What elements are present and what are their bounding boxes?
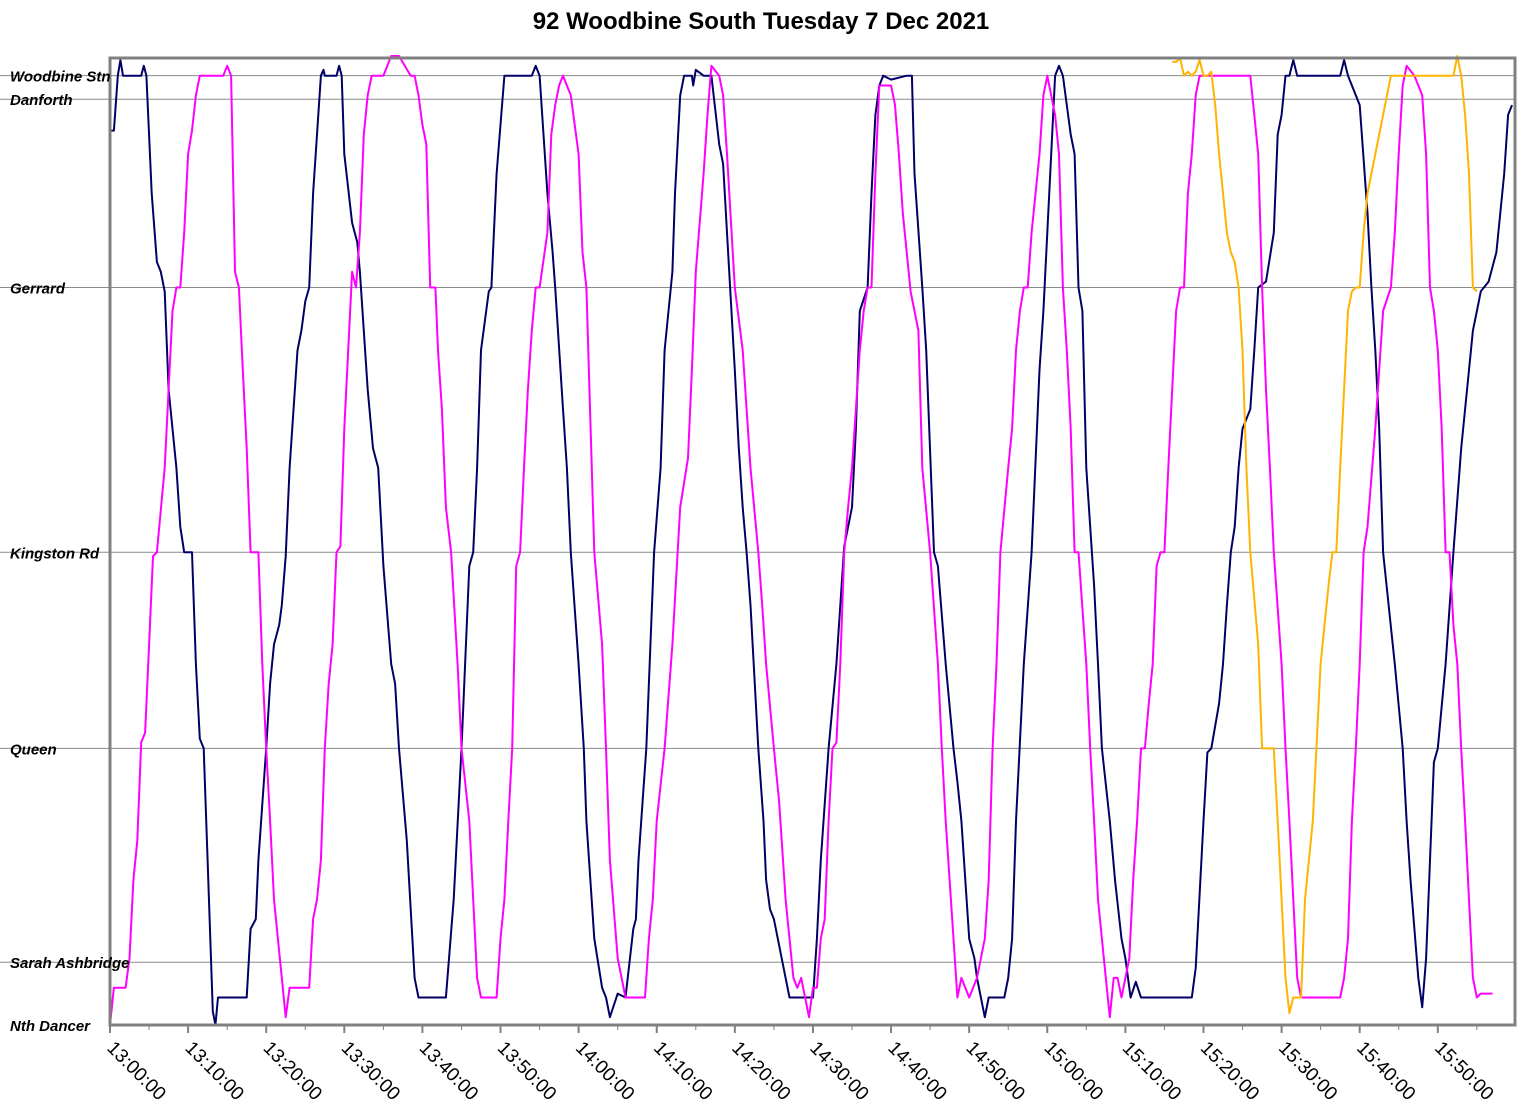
series-line (109, 55, 1493, 1026)
x-tick-label: 14:10:00 (649, 1038, 716, 1105)
stop-label: Queen (10, 741, 57, 758)
x-tick-label: 15:10:00 (1118, 1038, 1185, 1105)
series-line (110, 59, 1513, 1026)
x-tick-label: 15:20:00 (1196, 1038, 1263, 1105)
x-tick-label: 14:50:00 (962, 1038, 1029, 1105)
x-tick-label: 13:20:00 (259, 1038, 326, 1105)
x-tick-label: 15:40:00 (1352, 1038, 1419, 1105)
x-tick-label: 14:40:00 (884, 1038, 951, 1105)
x-axis: 13:00:00 13:10:00 13:20:00 13:30:00 13:40:00… (102, 1025, 1497, 1105)
series-line (1172, 55, 1478, 1015)
chart-title: 92 Woodbine South Tuesday 7 Dec 2021 (532, 8, 990, 35)
grid-lines (0, 75, 1515, 963)
stop-label: Sarah Ashbridge (10, 955, 129, 972)
x-tick-label: 14:20:00 (727, 1038, 794, 1105)
x-tick-label: 15:00:00 (1040, 1038, 1107, 1105)
stop-label: Kingston Rd (10, 545, 100, 562)
x-tick-label: 14:30:00 (805, 1038, 872, 1105)
x-tick-label: 13:40:00 (415, 1038, 482, 1105)
stop-label: Woodbine Stn (10, 69, 111, 86)
x-tick-label: 13:10:00 (181, 1038, 248, 1105)
stop-label: Gerrard (10, 280, 66, 297)
plot-frame (108, 56, 1517, 1027)
x-tick-label: 15:50:00 (1430, 1038, 1497, 1105)
stop-labels: Woodbine Stn Danforth Gerrard Kingston Rd Qu… (10, 69, 129, 1035)
x-tick-label: 13:50:00 (493, 1038, 560, 1105)
stop-label: Danforth (10, 92, 73, 109)
x-tick-label: 14:00:00 (571, 1038, 638, 1105)
x-tick-label: 13:00:00 (102, 1038, 169, 1105)
x-tick-label: 13:30:00 (337, 1038, 404, 1105)
series-lines (109, 55, 1513, 1026)
stop-label: Nth Dancer (10, 1018, 91, 1035)
x-tick-label: 15:30:00 (1274, 1038, 1341, 1105)
